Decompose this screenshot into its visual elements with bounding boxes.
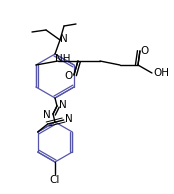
- Text: N: N: [59, 100, 67, 110]
- Text: OH: OH: [153, 68, 169, 78]
- Text: N: N: [60, 34, 68, 44]
- Text: N: N: [43, 110, 51, 120]
- Text: O: O: [65, 71, 73, 81]
- Text: Cl: Cl: [50, 175, 60, 185]
- Text: O: O: [141, 46, 149, 56]
- Text: N: N: [65, 114, 73, 124]
- Text: NH: NH: [55, 54, 71, 64]
